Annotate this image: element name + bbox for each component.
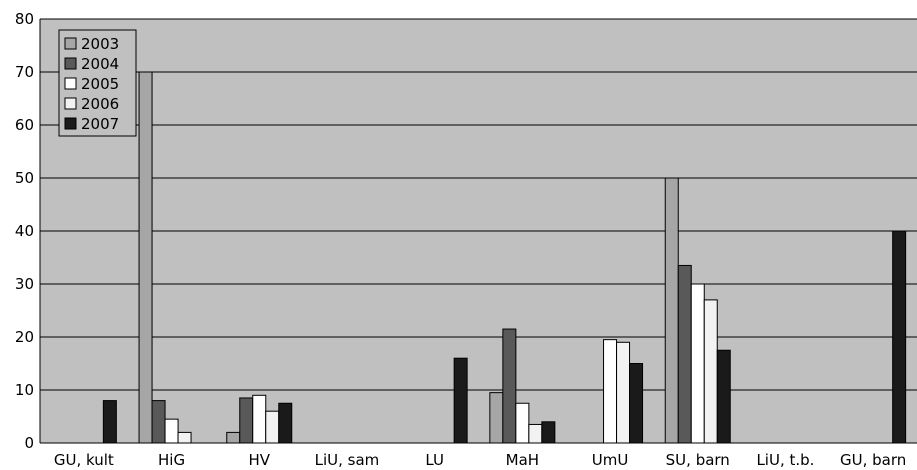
y-tick-label: 70 bbox=[15, 63, 34, 81]
y-tick-label: 30 bbox=[15, 275, 34, 293]
x-tick-label: SU, barn bbox=[666, 451, 730, 469]
bar-2007 bbox=[716, 349, 731, 444]
x-tick-label: GU, kult bbox=[54, 451, 114, 469]
y-tick-label: 10 bbox=[15, 381, 34, 399]
legend-swatch-2007 bbox=[64, 117, 77, 130]
axes: 0 10 20 30 40 50 60 70 80 GU, kult HiG HV LiU, sam LU… bbox=[15, 10, 917, 469]
bar-2006 bbox=[177, 431, 192, 444]
bar-2005 bbox=[164, 418, 179, 444]
bar-2004 bbox=[502, 328, 517, 444]
bar-2004 bbox=[677, 264, 692, 444]
bar-2006 bbox=[703, 299, 718, 444]
bar-2007 bbox=[629, 363, 644, 444]
legend-label: 2007 bbox=[81, 115, 119, 133]
bar-2005 bbox=[252, 394, 267, 444]
bar-2003 bbox=[138, 71, 153, 444]
legend-swatch-2006 bbox=[64, 97, 77, 110]
x-tick-label: UmU bbox=[592, 451, 629, 469]
bar-2004 bbox=[151, 400, 166, 444]
gridlines bbox=[40, 18, 917, 391]
bar-2007 bbox=[278, 402, 293, 444]
x-tick-label: GU, barn bbox=[840, 451, 906, 469]
y-tick-label: 50 bbox=[15, 169, 34, 187]
bar-2006 bbox=[616, 341, 631, 444]
y-tick-label: 0 bbox=[24, 434, 34, 452]
x-tick-label: LiU, t.b. bbox=[756, 451, 814, 469]
bar-2004 bbox=[239, 397, 254, 444]
y-tick-label: 20 bbox=[15, 328, 34, 346]
bar-2006 bbox=[265, 410, 280, 444]
legend-swatch-2005 bbox=[64, 77, 77, 90]
bar-2007 bbox=[892, 230, 907, 444]
x-tick-label: LiU, sam bbox=[315, 451, 380, 469]
bar-2007 bbox=[541, 421, 556, 444]
x-tick-label: MaH bbox=[506, 451, 539, 469]
legend-swatch-2004 bbox=[64, 57, 77, 70]
y-tick-label: 80 bbox=[15, 10, 34, 28]
x-tick-label: HV bbox=[248, 451, 270, 469]
legend: 2003 2004 2005 2006 2007 bbox=[58, 29, 137, 137]
legend-label: 2004 bbox=[81, 55, 119, 73]
bar-2003 bbox=[489, 392, 504, 444]
y-tick-label: 60 bbox=[15, 116, 34, 134]
bar-2005 bbox=[515, 402, 530, 444]
bar-2003 bbox=[226, 431, 241, 444]
legend-label: 2006 bbox=[81, 95, 119, 113]
bar-2007 bbox=[102, 400, 117, 444]
bar-2007 bbox=[453, 357, 468, 444]
bar-2005 bbox=[690, 283, 705, 444]
bar-2005 bbox=[603, 339, 618, 444]
y-tick-label: 40 bbox=[15, 222, 34, 240]
bar-2006 bbox=[528, 423, 543, 444]
legend-swatch-2003 bbox=[64, 37, 77, 50]
legend-label: 2005 bbox=[81, 75, 119, 93]
x-tick-label: LU bbox=[425, 451, 444, 469]
legend-label: 2003 bbox=[81, 35, 119, 53]
x-tick-label: HiG bbox=[158, 451, 185, 469]
bar-2003 bbox=[664, 177, 679, 444]
